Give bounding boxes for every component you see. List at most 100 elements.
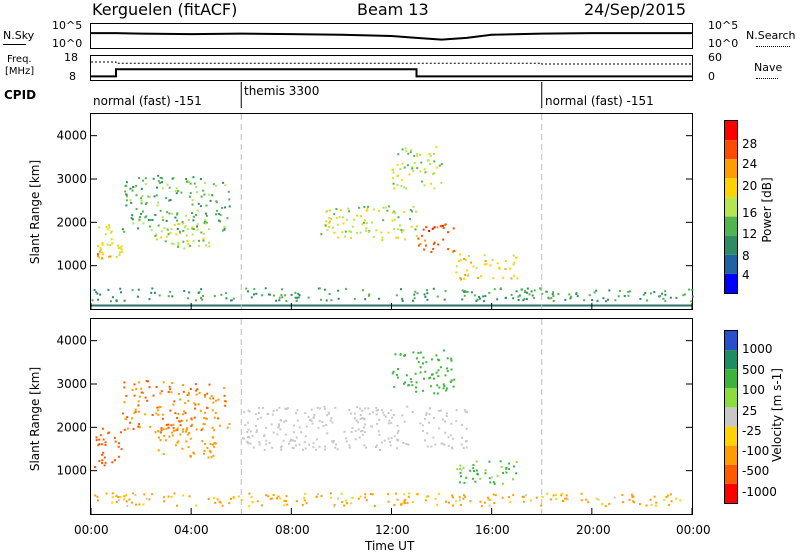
velocity-cell [290,438,292,441]
velocity-cell [152,394,155,397]
power-cell [368,293,371,296]
velocity-cell [315,495,318,498]
velocity-cb-tick: -25 [742,424,762,438]
velocity-cell [249,430,252,433]
power-cell [444,223,447,226]
velocity-cell [475,460,478,463]
velocity-cell [256,500,259,503]
power-cell [219,220,222,223]
power-cell [669,296,672,299]
power-cell [202,295,205,297]
velocity-cell [335,443,337,446]
velocity-cell [214,412,217,414]
velocity-cell [364,493,367,496]
power-cell [404,238,407,241]
nave-label: Nave [754,61,783,74]
power-cell [400,178,403,181]
power-cell [426,298,429,301]
velocity-cell [435,354,438,357]
velocity-cell [422,362,424,365]
power-cell [119,287,122,290]
velocity-cell [285,500,288,503]
velocity-cell [334,406,337,409]
velocity-cell [303,441,306,444]
velocity-cell [484,469,487,472]
velocity-cell [378,418,381,421]
velocity-cell [452,385,455,388]
velocity-cell [323,448,326,451]
power-cell [285,300,288,303]
velocity-cell [341,501,344,504]
velocity-cell [123,386,126,389]
power-cell [137,288,140,291]
power-cell [516,277,519,280]
power-cell [159,182,162,184]
power-cell [387,205,390,208]
power-cell [393,227,396,230]
velocity-cell [99,434,102,437]
power-cell [156,186,158,189]
velocity-cell [621,493,624,496]
power-cell [203,193,206,196]
power-cell [341,216,344,219]
velocity-cell [171,434,174,437]
velocity-cell [246,441,249,444]
velocity-cell [101,427,104,430]
velocity-cell [459,467,461,470]
velocity-cell [129,421,132,424]
velocity-cell [395,373,398,376]
velocity-cell [407,495,410,498]
power-cell [429,163,431,166]
power-cell [440,224,443,227]
power-colorbar-swatch [725,254,737,274]
velocity-cell [213,445,215,448]
power-cell [221,206,223,209]
power-cell [397,228,400,231]
velocity-cell [162,428,165,431]
velocity-cell [340,492,343,495]
velocity-cb-tick: 100 [742,383,765,397]
power-cell [464,274,467,276]
power-cell [177,242,180,244]
power-cell [569,297,572,300]
velocity-cell [499,460,502,463]
velocity-cell [267,495,270,498]
power-cell [392,171,395,174]
velocity-cell [159,431,162,434]
velocity-cell [353,417,356,420]
velocity-cell [391,372,394,375]
velocity-cell [177,413,180,415]
power-cell [182,229,185,232]
velocity-colorbar-swatch [725,426,737,446]
velocity-cell [364,407,367,410]
velocity-cell [309,418,312,421]
velocity-cell [422,389,425,392]
power-cell [207,228,210,231]
velocity-cell [276,409,278,412]
power-cell [344,235,346,238]
power-cell [198,244,201,247]
power-cell [178,222,181,225]
power-cell [228,198,231,201]
velocity-cell [294,440,297,443]
velocity-cell [653,495,656,498]
power-cell [101,241,104,244]
velocity-cell [256,418,259,421]
power-cell [392,182,395,185]
power-cell [168,199,171,202]
velocity-cell [654,504,657,507]
power-cell [350,237,353,239]
power-cell [442,238,445,241]
velocity-cell [276,433,279,436]
velocity-cell [601,503,604,505]
velocity-cell [159,439,162,442]
power-cell [365,209,368,212]
velocity-cell [157,413,160,416]
x-tick: 12:00 [375,523,410,537]
power-cell [105,225,108,228]
power-cell [159,209,162,212]
power-cell [160,236,163,239]
velocity-cell [431,373,434,376]
power-cell [459,253,461,256]
power-cell [358,206,361,209]
